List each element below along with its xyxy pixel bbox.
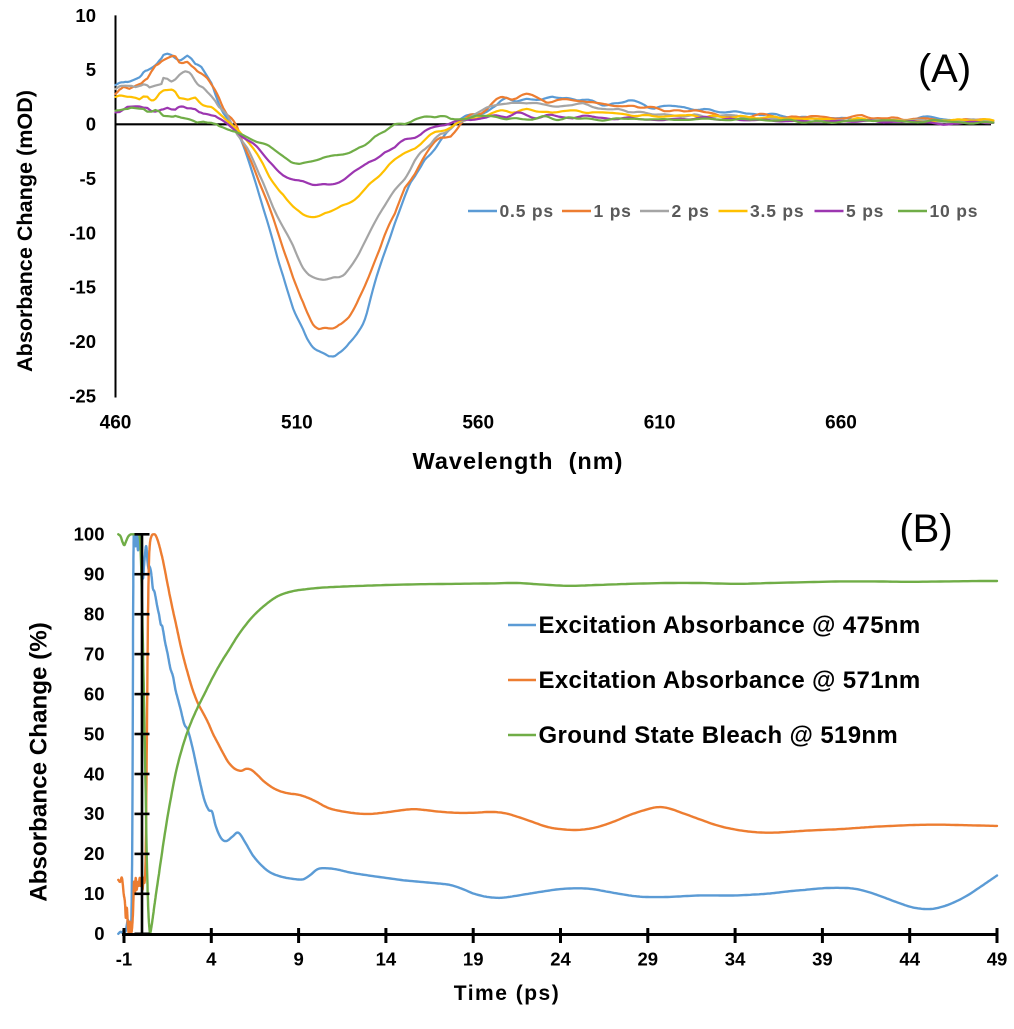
svg-text:510: 510 — [281, 413, 313, 434]
svg-text:-25: -25 — [69, 386, 96, 407]
svg-text:39: 39 — [812, 949, 833, 970]
svg-text:24: 24 — [550, 949, 571, 970]
svg-text:2 ps: 2 ps — [672, 201, 710, 221]
svg-text:70: 70 — [84, 643, 105, 664]
svg-text:Excitation Absorbance @ 571nm: Excitation Absorbance @ 571nm — [539, 667, 921, 694]
svg-text:0: 0 — [94, 923, 104, 944]
svg-text:4: 4 — [206, 949, 217, 970]
svg-text:5: 5 — [86, 59, 96, 80]
svg-text:60: 60 — [84, 683, 105, 704]
svg-text:40: 40 — [84, 763, 105, 784]
svg-text:Excitation Absorbance @ 475nm: Excitation Absorbance @ 475nm — [539, 612, 921, 639]
svg-text:Absorbance Change (mOD): Absorbance Change (mOD) — [12, 90, 37, 372]
svg-text:29: 29 — [638, 949, 659, 970]
svg-text:30: 30 — [84, 803, 105, 824]
svg-text:660: 660 — [825, 413, 857, 434]
svg-text:-1: -1 — [116, 949, 132, 970]
svg-text:3.5 ps: 3.5 ps — [750, 201, 804, 221]
svg-text:0: 0 — [86, 114, 96, 135]
svg-text:(B): (B) — [899, 507, 952, 551]
svg-text:100: 100 — [74, 524, 105, 545]
svg-text:-20: -20 — [69, 331, 96, 352]
svg-text:560: 560 — [462, 413, 494, 434]
svg-text:610: 610 — [644, 413, 676, 434]
svg-text:50: 50 — [84, 723, 105, 744]
svg-text:-15: -15 — [69, 277, 96, 298]
svg-text:90: 90 — [84, 564, 105, 585]
svg-text:19: 19 — [463, 949, 484, 970]
svg-text:44: 44 — [899, 949, 920, 970]
svg-text:(A): (A) — [918, 47, 971, 91]
svg-text:20: 20 — [84, 843, 105, 864]
svg-text:460: 460 — [100, 413, 132, 434]
svg-text:10: 10 — [75, 5, 96, 26]
svg-text:Ground State Bleach @ 519nm: Ground State Bleach @ 519nm — [539, 722, 899, 749]
svg-text:0.5 ps: 0.5 ps — [500, 201, 554, 221]
svg-text:10: 10 — [84, 883, 105, 904]
svg-text:10 ps: 10 ps — [930, 201, 979, 221]
svg-text:14: 14 — [376, 949, 397, 970]
svg-text:5 ps: 5 ps — [846, 201, 884, 221]
svg-text:80: 80 — [84, 604, 105, 625]
svg-text:-5: -5 — [80, 168, 96, 189]
svg-text:1 ps: 1 ps — [594, 201, 632, 221]
svg-text:Absorbance Change (%): Absorbance Change (%) — [25, 622, 52, 902]
svg-text:9: 9 — [293, 949, 303, 970]
svg-text:49: 49 — [987, 949, 1008, 970]
svg-text:-10: -10 — [69, 222, 96, 243]
svg-text:34: 34 — [725, 949, 746, 970]
svg-text:Time (ps): Time (ps) — [454, 982, 560, 1005]
svg-text:Wavelength (nm): Wavelength (nm) — [413, 448, 624, 474]
